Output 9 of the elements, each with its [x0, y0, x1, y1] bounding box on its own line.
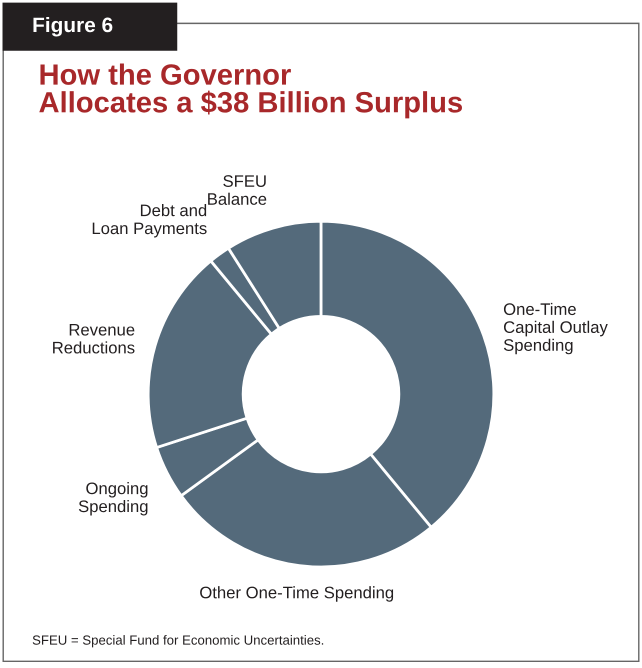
- slice-label: Other One-Time Spending: [200, 586, 394, 602]
- slice-label: One-Time Capital Outlay Spending: [504, 302, 608, 354]
- slice-label: SFEU Balance: [208, 175, 266, 205]
- slice-label: Revenue Reductions: [53, 324, 134, 354]
- slice-label: Debt and Loan Payments: [92, 204, 207, 238]
- slice-label: Ongoing Spending: [78, 482, 148, 516]
- text: SFEU = Special Fund for Economic Uncertainties.: [32, 635, 324, 648]
- chart-title: How the Governor Allocates a $38 Billion Surplus: [39, 63, 462, 118]
- chart-subtitle: Figure 6: [33, 16, 112, 36]
